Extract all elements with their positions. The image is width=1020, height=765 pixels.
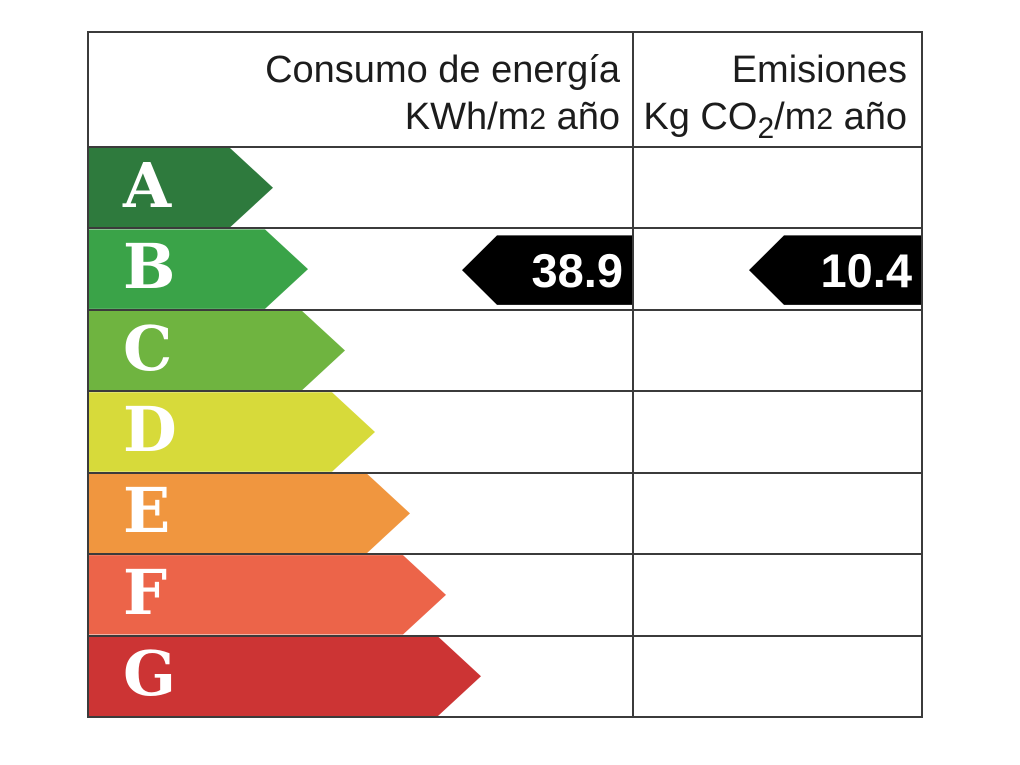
consumption-unit-exponent: 2: [529, 103, 547, 136]
emissions-value: 10.4: [820, 243, 912, 297]
rating-band-d: D: [89, 392, 375, 471]
rating-letter-d: D: [123, 392, 177, 466]
consumption-header-cell: Consumo de energía KWh/m2 año: [89, 33, 632, 146]
emissions-unit-subscript: 2: [757, 112, 775, 145]
emissions-value-arrow: 10.4: [749, 235, 921, 305]
rating-letter-a: A: [123, 148, 172, 222]
rating-row-f: F: [89, 553, 921, 635]
rating-row-d: D: [89, 390, 921, 472]
consumption-header-title: Consumo de energía: [265, 49, 620, 91]
emissions-header-title: Emisiones: [731, 49, 907, 91]
rating-letter-g: G: [123, 637, 176, 711]
rating-row-e: E: [89, 471, 921, 554]
rating-band-b: B: [89, 229, 308, 308]
rating-band-c: C: [89, 311, 345, 390]
emissions-header-units: Kg CO2/m2 año: [643, 96, 907, 145]
rating-row-b: B 38.9 10.4: [89, 227, 921, 309]
rating-letter-f: F: [123, 555, 168, 629]
table-header: Consumo de energía KWh/m2 año Emisiones …: [89, 33, 921, 146]
rating-row-g: G: [89, 634, 921, 716]
rating-band-f: F: [89, 555, 446, 634]
rating-band-g: G: [89, 637, 481, 716]
rating-band-e: E: [89, 474, 410, 553]
rating-table: Consumo de energía KWh/m2 año Emisiones …: [87, 31, 923, 718]
rating-letter-e: E: [123, 474, 171, 548]
rating-letter-c: C: [123, 311, 173, 385]
consumption-value: 38.9: [531, 243, 623, 297]
consumption-header-units: KWh/m2 año: [404, 96, 620, 138]
rating-row-a: A: [89, 146, 921, 228]
rating-rows: A B 38.9 10.4 C: [89, 146, 921, 716]
column-divider: [632, 33, 634, 716]
rating-band-a: A: [89, 148, 273, 227]
emissions-header-cell: Emisiones Kg CO2/m2 año: [632, 33, 921, 146]
emissions-unit-exponent: 2: [816, 103, 834, 136]
consumption-value-arrow: 38.9: [462, 235, 632, 305]
rating-letter-b: B: [123, 230, 176, 304]
rating-row-c: C: [89, 308, 921, 391]
